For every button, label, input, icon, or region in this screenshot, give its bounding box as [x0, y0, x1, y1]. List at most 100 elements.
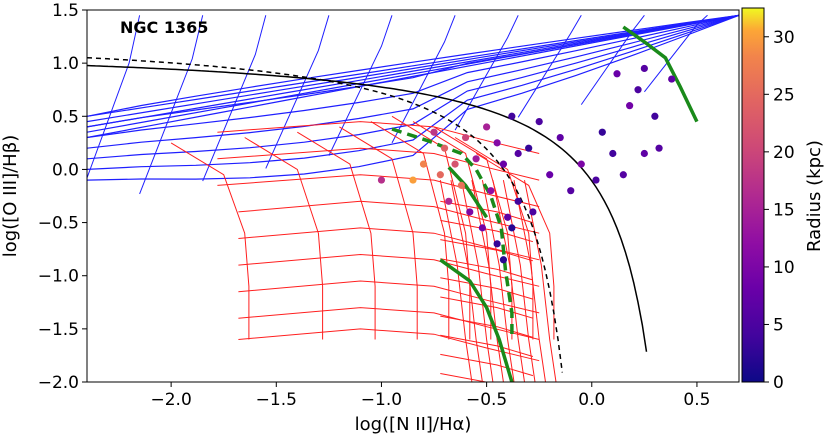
data-point — [619, 171, 627, 179]
data-point — [567, 187, 575, 195]
colorbar-tick-label: 5 — [773, 315, 784, 335]
data-point — [508, 112, 516, 120]
colorbar-tick-label: 0 — [773, 373, 784, 393]
red-grid-line — [339, 126, 418, 340]
y-tick-label: −1.5 — [38, 320, 79, 340]
blue-grid-line — [644, 14, 708, 93]
red-grid-line — [370, 121, 450, 340]
red-grid-line — [440, 296, 534, 319]
colorbar-tick-label: 30 — [773, 28, 795, 48]
red-grid-line — [217, 174, 540, 208]
x-tick-label: −1.0 — [361, 390, 402, 410]
x-axis-ticks: −2.0 −1.5 −1.0 −0.5 0.0 0.5 — [150, 382, 710, 410]
data-point — [472, 155, 480, 163]
colorbar-tick-label: 25 — [773, 85, 795, 105]
red-grid-line — [440, 353, 534, 377]
blue-grid-line — [87, 14, 739, 160]
colorbar-tick-label: 10 — [773, 258, 795, 278]
data-point — [535, 118, 543, 126]
green-track-lower — [439, 258, 514, 382]
blue-grid-line — [87, 14, 739, 149]
y-tick-label: −2.0 — [38, 373, 79, 393]
red-grid-line — [471, 180, 504, 382]
x-tick-label: 0.0 — [578, 390, 605, 410]
data-point — [499, 256, 508, 264]
chart-title: NGC 1365 — [120, 18, 208, 37]
red-grid-line — [440, 373, 489, 382]
x-tick-label: 0.5 — [683, 390, 710, 410]
red-grid-line — [412, 121, 492, 340]
y-tick-label: 1.5 — [52, 1, 79, 21]
red-grid-line — [481, 180, 515, 382]
red-grid-line — [439, 180, 473, 382]
data-point — [655, 144, 663, 152]
kewley-curve — [87, 64, 648, 352]
blue-grid-line — [517, 15, 582, 118]
data-point — [514, 197, 522, 205]
green-tracks — [391, 25, 699, 382]
x-tick-label: −0.5 — [466, 390, 507, 410]
y-tick-label: −0.5 — [38, 214, 79, 234]
data-point — [436, 171, 444, 179]
data-point — [592, 176, 600, 184]
plot-frame — [86, 9, 740, 383]
red-grid-line — [297, 131, 376, 340]
blue-grid-line — [139, 15, 204, 195]
data-point — [525, 144, 533, 152]
red-grid-line — [238, 280, 540, 314]
kauffmann-curve — [87, 56, 564, 373]
red-grid-line — [440, 334, 534, 357]
data-point — [651, 112, 659, 120]
red-model-grid — [170, 115, 557, 382]
red-grid-line — [524, 180, 557, 382]
red-grid-line — [244, 137, 324, 340]
data-point — [556, 133, 564, 142]
x-axis-label: log([N II]/Hα) — [355, 414, 472, 435]
y-axis-ticks: −2.0 −1.5 −1.0 −0.5 0.0 0.5 1.0 1.5 — [38, 1, 87, 393]
red-grid-line — [217, 147, 540, 181]
blue-grid-line — [202, 15, 267, 182]
red-grid-line — [440, 277, 534, 300]
green-track-mid — [447, 166, 489, 219]
red-grid-line — [238, 307, 540, 340]
colorbar-tick-label: 15 — [773, 200, 795, 220]
data-point — [461, 133, 470, 142]
data-point — [493, 240, 501, 248]
red-grid-line — [513, 180, 546, 382]
blue-model-grid — [87, 14, 739, 195]
data-point — [457, 181, 465, 189]
data-point — [466, 208, 474, 216]
data-point — [546, 171, 554, 179]
red-grid-line — [440, 219, 534, 243]
y-tick-label: 1.0 — [52, 54, 79, 74]
data-point — [640, 149, 648, 158]
x-tick-label: −1.5 — [256, 390, 297, 410]
data-point — [626, 102, 634, 110]
x-tick-label: −2.0 — [150, 390, 191, 410]
red-grid-line — [217, 121, 540, 154]
red-grid-line — [440, 315, 534, 338]
colorbar-gradient — [741, 7, 765, 383]
blue-grid-line — [580, 14, 645, 105]
blue-grid-line — [87, 15, 141, 180]
blue-grid-line — [391, 15, 456, 144]
blue-grid-line — [265, 15, 330, 169]
demarcation-curves — [87, 56, 648, 373]
data-point — [613, 70, 621, 78]
data-point — [609, 149, 617, 158]
data-point — [598, 128, 606, 136]
y-tick-label: −1.0 — [38, 267, 79, 287]
colorbar: 0 5 10 15 20 25 30 Radius (kpc) — [741, 7, 825, 393]
data-points — [377, 64, 676, 264]
data-point — [483, 123, 491, 131]
data-point — [451, 160, 459, 168]
red-grid-line — [440, 258, 534, 281]
blue-grid-line — [87, 14, 739, 139]
data-point — [499, 160, 508, 168]
blue-grid-line — [87, 14, 739, 181]
red-grid-line — [433, 126, 513, 340]
data-point — [377, 176, 386, 184]
red-grid-line — [475, 153, 555, 340]
data-point — [504, 213, 512, 221]
